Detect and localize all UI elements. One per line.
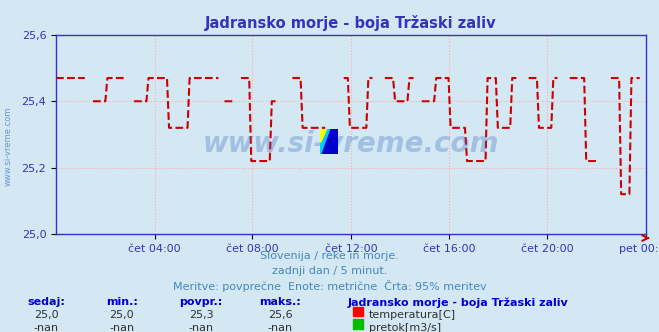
Title: Jadransko morje - boja Tržaski zaliv: Jadransko morje - boja Tržaski zaliv	[205, 15, 497, 31]
Text: 25,0: 25,0	[34, 310, 59, 320]
Text: www.si-vreme.com: www.si-vreme.com	[203, 130, 499, 158]
Text: -nan: -nan	[109, 323, 134, 332]
Text: Meritve: povprečne  Enote: metrične  Črta: 95% meritev: Meritve: povprečne Enote: metrične Črta:…	[173, 280, 486, 291]
Text: maks.:: maks.:	[259, 297, 301, 307]
Text: min.:: min.:	[106, 297, 138, 307]
Text: -nan: -nan	[268, 323, 293, 332]
Text: -nan: -nan	[34, 323, 59, 332]
Text: 25,3: 25,3	[188, 310, 214, 320]
Text: pretok[m3/s]: pretok[m3/s]	[369, 323, 441, 332]
Text: 25,6: 25,6	[268, 310, 293, 320]
Text: -nan: -nan	[188, 323, 214, 332]
Polygon shape	[320, 129, 329, 154]
Polygon shape	[320, 129, 338, 154]
Text: 25,0: 25,0	[109, 310, 134, 320]
Text: Slovenija / reke in morje.: Slovenija / reke in morje.	[260, 251, 399, 261]
Text: Jadransko morje - boja Tržaski zaliv: Jadransko morje - boja Tržaski zaliv	[348, 297, 568, 308]
Polygon shape	[320, 129, 326, 142]
Text: www.si-vreme.com: www.si-vreme.com	[4, 106, 13, 186]
Text: temperatura[C]: temperatura[C]	[369, 310, 456, 320]
Text: povpr.:: povpr.:	[179, 297, 223, 307]
Text: zadnji dan / 5 minut.: zadnji dan / 5 minut.	[272, 266, 387, 276]
Text: sedaj:: sedaj:	[27, 297, 65, 307]
